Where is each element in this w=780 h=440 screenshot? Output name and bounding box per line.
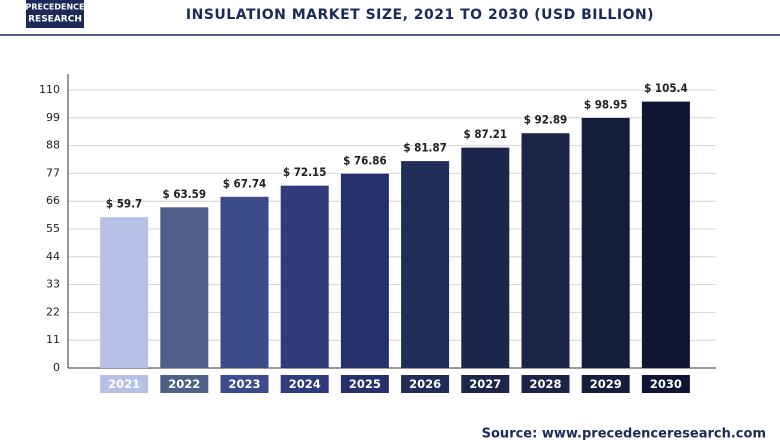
logo-text: PRECEDENCE: [26, 3, 85, 12]
value-label: $ 76.86: [343, 153, 387, 167]
x-tick-label: 2024: [289, 377, 321, 391]
y-tick-label: 99: [46, 111, 60, 124]
category-box: [401, 375, 450, 393]
bar: [280, 185, 329, 368]
x-tick-label: 2027: [469, 377, 501, 391]
bar: [581, 117, 630, 368]
category-box: [160, 375, 209, 393]
x-tick-label: 2026: [409, 377, 441, 391]
category-box: [220, 375, 269, 393]
x-tick-label: 2025: [349, 377, 381, 391]
y-tick-label: 55: [46, 222, 60, 235]
category-box: [521, 375, 570, 393]
source: Source: www.precedenceresearch.com: [482, 427, 766, 440]
bar: [160, 207, 209, 368]
x-tick-label: 2022: [168, 377, 200, 391]
value-label: $ 81.87: [403, 141, 447, 155]
value-label: $ 98.95: [584, 97, 628, 111]
bar: [401, 161, 450, 368]
category-box: [641, 375, 690, 393]
logo-text: RESEARCH: [28, 15, 82, 25]
y-tick-label: 33: [46, 278, 60, 291]
bar: [521, 133, 570, 368]
category-box: [100, 375, 149, 393]
y-tick-label: 44: [46, 250, 60, 263]
category-box: [581, 375, 630, 393]
bar: [100, 217, 149, 368]
value-label: $ 92.89: [524, 113, 568, 127]
x-tick-label: 2021: [108, 377, 140, 391]
category-box: [340, 375, 389, 393]
x-tick-label: 2029: [590, 377, 622, 391]
bar: [641, 101, 690, 368]
category-box: [280, 375, 329, 393]
y-tick-label: 77: [46, 166, 60, 179]
y-tick-label: 11: [46, 333, 60, 346]
y-tick-label: 0: [53, 361, 60, 374]
x-tick-label: 2028: [529, 377, 561, 391]
value-label: $ 67.74: [223, 176, 267, 190]
y-tick-label: 110: [39, 83, 60, 96]
category-box: [461, 375, 510, 393]
bar: [220, 196, 269, 368]
y-tick-label: 66: [46, 194, 60, 207]
chart-title: INSULATION MARKET SIZE, 2021 TO 2030 (US…: [186, 7, 654, 23]
value-label: $ 72.15: [283, 165, 327, 179]
value-label: $ 87.21: [464, 127, 508, 141]
y-tick-label: 88: [46, 139, 60, 152]
y-tick-label: 22: [46, 305, 60, 318]
x-tick-label: 2030: [650, 377, 682, 391]
logo-box: [26, 0, 84, 28]
x-tick-label: 2023: [228, 377, 260, 391]
bar: [461, 147, 510, 368]
value-label: $ 105.4: [644, 81, 688, 95]
value-label: $ 63.59: [163, 187, 207, 201]
value-label: $ 59.7: [106, 197, 142, 211]
bar: [340, 173, 389, 368]
